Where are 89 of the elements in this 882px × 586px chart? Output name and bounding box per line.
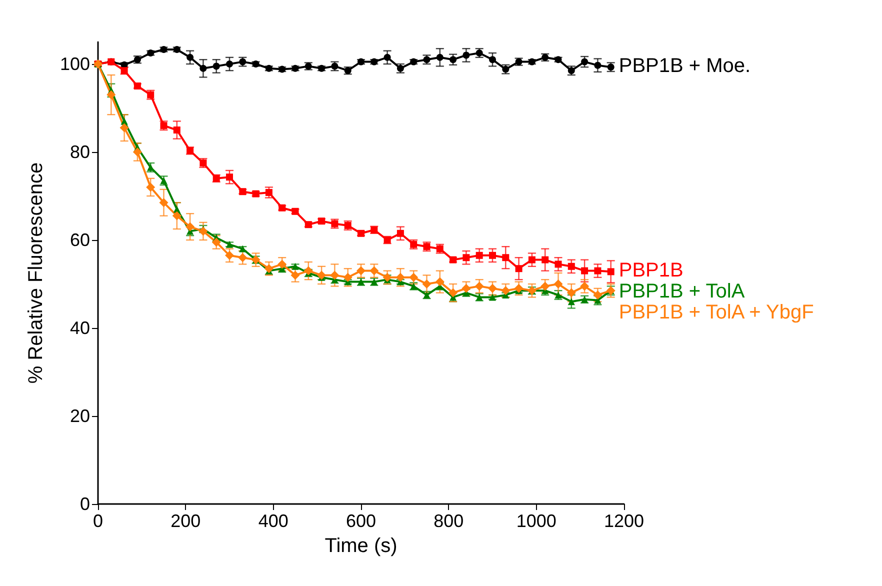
point	[358, 230, 364, 237]
y-tick-label: 80	[70, 142, 90, 162]
point	[593, 290, 602, 300]
point	[265, 188, 272, 196]
point	[594, 62, 602, 69]
point	[225, 250, 234, 260]
point	[528, 256, 536, 264]
x-tick-label: 400	[258, 511, 288, 531]
point	[264, 264, 274, 274]
point	[502, 254, 510, 262]
point	[212, 62, 220, 70]
point	[580, 282, 590, 291]
point	[489, 252, 496, 259]
point	[317, 270, 326, 280]
point	[200, 64, 207, 72]
point	[488, 284, 497, 293]
point	[384, 54, 391, 61]
x-axis-title: Time (s)	[324, 535, 398, 557]
y-tick-label: 60	[70, 230, 90, 250]
point	[568, 262, 575, 270]
point	[462, 254, 470, 262]
y-tick-label: 20	[70, 406, 90, 426]
point	[450, 56, 457, 64]
point	[422, 280, 432, 288]
point	[581, 267, 588, 274]
series-label: PBP1B + TolA	[618, 280, 746, 303]
x-tick-label: 0	[92, 511, 104, 531]
point	[568, 298, 575, 306]
point	[290, 270, 300, 280]
point	[462, 284, 471, 293]
point	[292, 64, 299, 72]
y-axis-title: % Relative Fluorescence	[25, 162, 47, 384]
point	[146, 182, 156, 192]
point	[120, 123, 129, 132]
x-tick-label: 1200	[604, 511, 644, 531]
point	[528, 58, 536, 66]
y-tick-label: 40	[70, 318, 90, 338]
point	[515, 265, 522, 272]
point	[581, 58, 588, 66]
point	[448, 288, 458, 298]
point	[173, 126, 180, 134]
point	[304, 266, 313, 276]
point	[554, 260, 562, 268]
point	[540, 282, 550, 291]
series-label: PBP1B + Moe.	[618, 55, 751, 78]
point	[370, 58, 378, 66]
point	[265, 64, 272, 72]
point	[356, 266, 366, 276]
point	[106, 90, 116, 100]
x-tick-label: 1000	[516, 511, 556, 531]
point	[514, 284, 524, 293]
point	[318, 64, 326, 72]
point	[501, 286, 510, 296]
point	[343, 272, 352, 282]
point	[554, 280, 563, 288]
point	[462, 52, 470, 59]
point	[594, 267, 602, 274]
point	[186, 54, 194, 61]
point	[542, 256, 549, 264]
point	[159, 198, 168, 208]
point	[186, 222, 195, 232]
point	[435, 277, 444, 286]
point	[409, 272, 418, 282]
point	[474, 282, 484, 291]
point	[566, 288, 576, 298]
point	[212, 238, 221, 247]
point	[436, 54, 444, 61]
point	[370, 266, 379, 276]
point	[132, 148, 142, 156]
point	[396, 272, 405, 282]
point	[489, 56, 496, 64]
point	[226, 60, 233, 68]
series-label: PBP1B + TolA + YbgF	[618, 302, 814, 324]
point	[172, 211, 182, 220]
point	[607, 268, 614, 276]
point	[278, 260, 287, 269]
point	[382, 272, 392, 282]
x-tick-label: 200	[170, 511, 201, 531]
point	[226, 174, 233, 181]
point	[330, 270, 340, 280]
x-tick-label: 800	[434, 511, 464, 531]
point	[278, 66, 286, 73]
series-label: PBP1B	[618, 260, 684, 282]
point	[238, 253, 248, 262]
y-tick-label: 0	[80, 494, 90, 514]
y-tick-label: 100	[60, 54, 90, 74]
point	[476, 252, 483, 259]
x-tick-label: 600	[346, 511, 376, 531]
point	[396, 230, 404, 237]
